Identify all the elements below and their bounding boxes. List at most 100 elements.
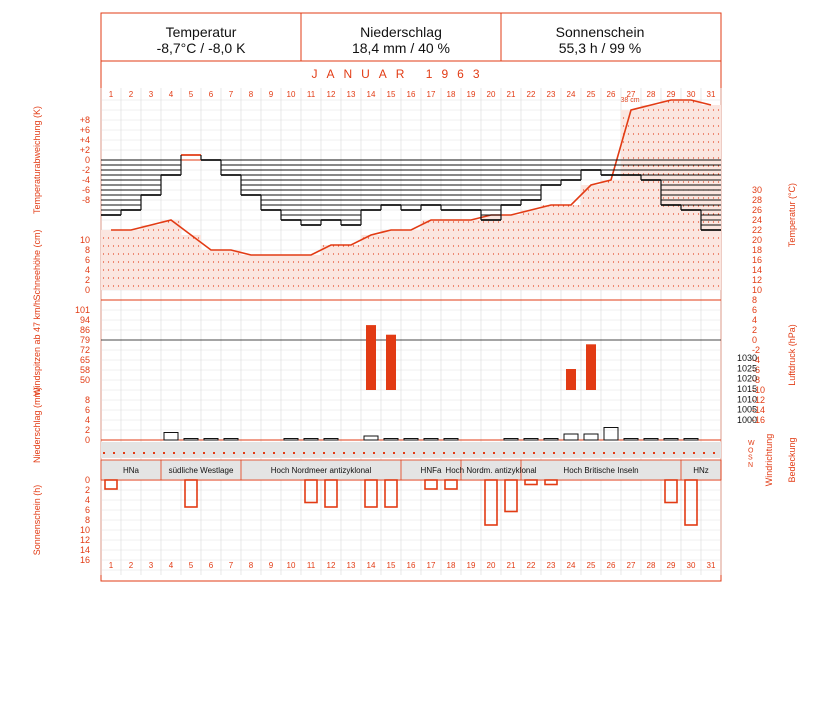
snow-dot [582, 221, 585, 223]
snow-dot [577, 245, 580, 247]
snow-dot [542, 237, 545, 239]
snow-dot [162, 237, 165, 239]
snow-dot [512, 229, 515, 231]
snow-dot [502, 221, 505, 223]
snow-dot [682, 101, 685, 103]
snow-dot [507, 229, 510, 231]
snow-dot [692, 181, 695, 183]
snow-dot [172, 277, 175, 279]
weather-type-label: HNz [693, 466, 709, 475]
wind-direction-marker [163, 452, 165, 454]
tick-labels: +8+6+4+20-2-4-6-810864201019486797265585… [75, 115, 765, 565]
snow-dot [407, 237, 410, 239]
snow-dot [127, 285, 130, 287]
snow-dot [692, 285, 695, 287]
snow-dot [482, 269, 485, 271]
wind-tick: 58 [80, 365, 90, 375]
snow-dot [122, 245, 125, 247]
snow-dot [547, 277, 550, 279]
snow-dot [707, 237, 710, 239]
snow-dot [702, 221, 705, 223]
snow-dot [687, 101, 690, 103]
snow-dot [537, 221, 540, 223]
precip-tick: 2 [85, 425, 90, 435]
day-label: 8 [249, 90, 254, 99]
snow-dot [667, 261, 670, 263]
snow-dot [147, 285, 150, 287]
snow-dot [437, 285, 440, 287]
pressure-tick: 1000 [737, 415, 757, 425]
snow-dot [392, 253, 395, 255]
snow-dot [677, 197, 680, 199]
snow-dot [647, 173, 650, 175]
snow-dot [507, 285, 510, 287]
snow-dot [472, 261, 475, 263]
snow-dot [692, 133, 695, 135]
snow-dot [647, 109, 650, 111]
weather-type-strip: HNa südliche Westlage Hoch Nordmeer antizy… [100, 459, 722, 481]
snow-dot [677, 269, 680, 271]
snow-dot [687, 181, 690, 183]
snow-dot [162, 277, 165, 279]
snow-dot [187, 261, 190, 263]
snow-dot [647, 221, 650, 223]
snow-dot [657, 165, 660, 167]
snow-dot [112, 253, 115, 255]
snow-dot [627, 213, 630, 215]
snow-dot [392, 277, 395, 279]
snow-dot [537, 245, 540, 247]
snow-dot [432, 269, 435, 271]
day-label: 26 [607, 561, 616, 570]
snow-dot [557, 261, 560, 263]
snow-dot [697, 285, 700, 287]
snow-dot [122, 253, 125, 255]
snow-dot [552, 285, 555, 287]
snow-dot [497, 221, 500, 223]
snow-dot [677, 133, 680, 135]
snow-dot [572, 277, 575, 279]
snow-dot [622, 245, 625, 247]
snow-dot [567, 277, 570, 279]
precip-tick: 0 [85, 435, 90, 445]
snow-dot [452, 245, 455, 247]
sunshine-bars [104, 479, 698, 526]
day-label: 16 [407, 90, 416, 99]
snow-dot [652, 181, 655, 183]
day-label: 18 [447, 561, 456, 570]
snow-dot [262, 261, 265, 263]
snow-dot [637, 189, 640, 191]
snow-dot [477, 229, 480, 231]
snow-dot [717, 285, 720, 287]
day-label: 25 [587, 90, 596, 99]
snow-dot [637, 125, 640, 127]
snow-dot [407, 285, 410, 287]
snow-dot [642, 277, 645, 279]
snow-dot [672, 181, 675, 183]
day-label: 28 [647, 561, 656, 570]
snow-dot [712, 205, 715, 207]
snow-dot [557, 277, 560, 279]
snow-dot [617, 277, 620, 279]
snow-dot [702, 269, 705, 271]
snow-dot [527, 277, 530, 279]
snow-dot [412, 245, 415, 247]
wind-dir-tick: N [748, 462, 753, 469]
snow-dot [637, 133, 640, 135]
snow-dot [697, 181, 700, 183]
snow-dot [467, 229, 470, 231]
snow-dot [102, 261, 105, 263]
snow-dot [627, 125, 630, 127]
snow-dot [192, 237, 195, 239]
snow-dot [672, 157, 675, 159]
snow-dot [177, 229, 180, 231]
day-label: 22 [527, 561, 536, 570]
snow-dot [477, 261, 480, 263]
temperature-tick: 24 [752, 215, 762, 225]
snow-dot [482, 245, 485, 247]
snow-dot [132, 269, 135, 271]
snow-dot [712, 141, 715, 143]
snow-dot [672, 253, 675, 255]
snow-dot [122, 237, 125, 239]
snow-dot [707, 221, 710, 223]
snow-dot [527, 245, 530, 247]
